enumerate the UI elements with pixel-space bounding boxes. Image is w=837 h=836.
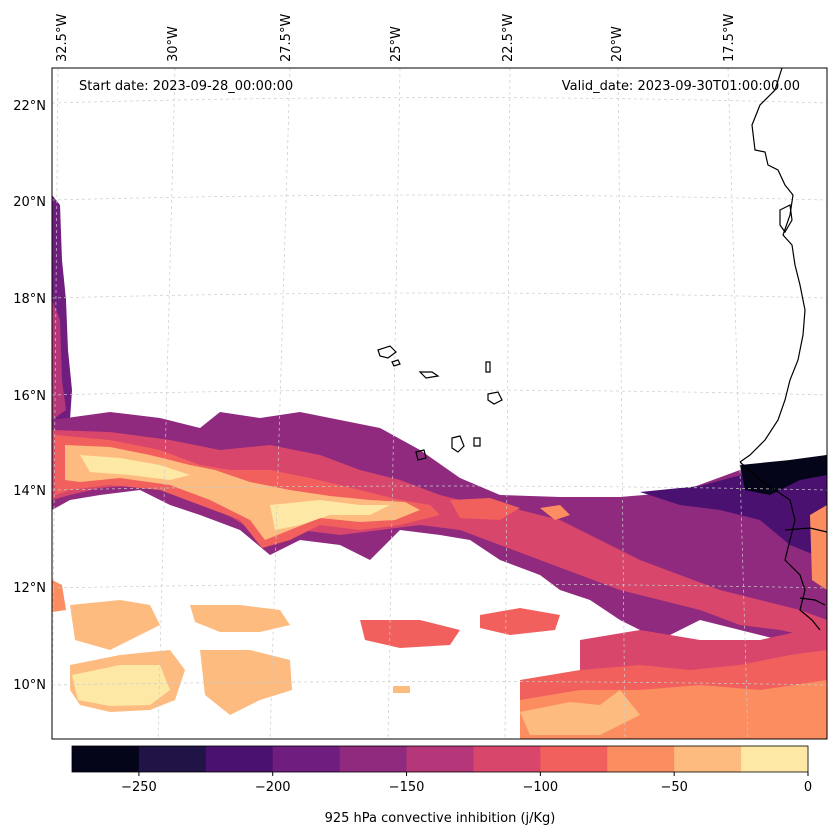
colorbar-segment: [607, 746, 675, 772]
colorbar-tick-label: 0: [804, 780, 812, 795]
cin-region-west-inner: [52, 300, 66, 420]
cin-region-south-west-lightest: [72, 665, 170, 706]
cin-region-spot: [450, 498, 520, 520]
cin-region-small-dot: [393, 686, 410, 693]
colorbar-tick-label: −200: [255, 780, 291, 795]
cin-region-band-lightest-2: [270, 500, 390, 530]
cin-region-band-lightest: [80, 455, 190, 480]
senegal-gambia-coast: [739, 461, 821, 631]
colorbar-segment: [72, 746, 140, 772]
colorbar-segment: [473, 746, 541, 772]
colorbar: −250 −200 −150 −100 −50 0: [71, 745, 812, 795]
lon-label: 32.5°W: [55, 14, 70, 62]
lat-label: 18°N: [13, 292, 46, 307]
graticule: [52, 68, 827, 739]
lat-label: 10°N: [13, 678, 46, 693]
lat-label: 16°N: [13, 389, 46, 404]
lat-label: 14°N: [13, 484, 46, 499]
guinea-bissau-coast: [799, 597, 826, 606]
colorbar-segment: [406, 746, 474, 772]
lon-label: 17.5°W: [722, 14, 737, 62]
cin-region-south-mid-orange: [360, 620, 460, 648]
colorbar-segment: [205, 746, 274, 772]
cape-verde-island-1: [377, 345, 397, 359]
lon-label: 20°W: [610, 26, 625, 62]
cape-verde-island-8: [415, 449, 427, 461]
cin-region-south-west-light: [70, 600, 160, 650]
colorbar-segment: [272, 746, 341, 772]
lon-label: 25°W: [389, 26, 404, 62]
longitude-labels: 32.5°W 30°W 27.5°W 25°W 22.5°W 20°W 17.5…: [55, 14, 737, 62]
cin-region-spot-2: [540, 505, 570, 520]
colorbar-tick-label: −250: [121, 780, 157, 795]
lon-label: 22.5°W: [501, 14, 516, 62]
colorbar-frame: [71, 745, 809, 773]
colorbar-segment: [540, 746, 608, 772]
latitude-labels: 22°N 20°N 18°N 16°N 14°N 12°N 10°N: [13, 99, 46, 693]
colorbar-segment: [674, 746, 742, 772]
lat-label: 12°N: [13, 581, 46, 596]
cin-region-south-mid-light: [190, 605, 290, 632]
colorbar-tick-label: −150: [389, 780, 425, 795]
colorbar-tick-label: −50: [660, 780, 687, 795]
cin-region-southeast-lightest: [520, 690, 640, 735]
cin-region-west-left-edge: [52, 580, 66, 612]
lon-label: 27.5°W: [279, 14, 294, 62]
colorbar-segment: [741, 746, 809, 772]
lat-label: 22°N: [13, 99, 46, 114]
cape-verde-island-6: [451, 435, 465, 453]
colorbar-segment: [138, 746, 207, 772]
map-area: [52, 68, 827, 739]
cin-region-band-darkest: [740, 455, 827, 495]
cin-region-south-mid-orange-2: [480, 608, 560, 635]
lon-label: 30°W: [166, 26, 181, 62]
cin-region-east-edge: [810, 505, 827, 590]
cape-verde-island-5: [487, 391, 503, 405]
cape-verde-island-7: [473, 437, 481, 447]
colorbar-segment: [339, 746, 408, 772]
start-date-label: Start date: 2023-09-28_00:00:00: [79, 79, 293, 94]
cape-verde-island-2: [391, 359, 401, 367]
cape-verde-island-3: [418, 371, 440, 379]
valid-date-label: Valid_date: 2023-09-30T01:00:00.00: [562, 79, 800, 94]
africa-coastline: [739, 68, 806, 463]
colorbar-label: 925 hPa convective inhibition (j/Kg): [325, 811, 556, 826]
gambia-river: [784, 527, 827, 533]
coastlines: [377, 68, 827, 631]
colorbar-tick-label: −100: [523, 780, 559, 795]
map-frame: [51, 67, 828, 740]
cape-verde-island-4: [485, 361, 491, 373]
lat-label: 20°N: [13, 195, 46, 210]
cape-blanc: [779, 204, 793, 234]
